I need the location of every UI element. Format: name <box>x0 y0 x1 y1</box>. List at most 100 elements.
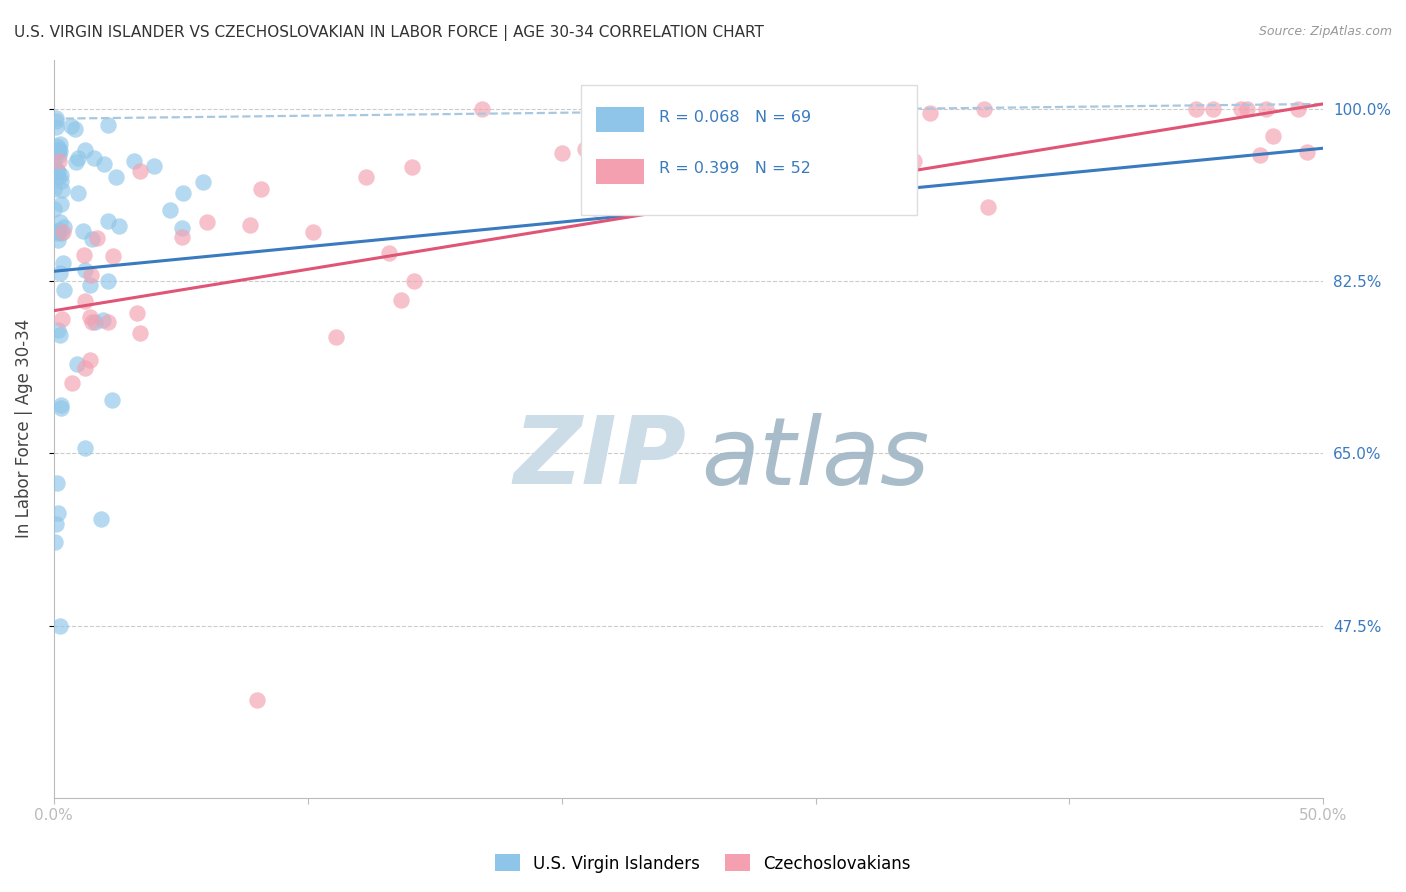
Point <box>45 114 67 128</box>
Point <box>79 310 101 324</box>
Point <box>75 263 97 277</box>
Point <box>1296 145 1319 159</box>
Point <box>734 196 756 211</box>
Point <box>80 232 103 246</box>
FancyBboxPatch shape <box>581 86 917 215</box>
Point <box>354 169 377 184</box>
Point <box>1256 102 1278 116</box>
Point <box>756 129 779 144</box>
Point <box>49 215 72 229</box>
Point <box>46 233 69 247</box>
Point <box>44 120 66 134</box>
Point <box>97 274 120 288</box>
Point <box>172 186 194 200</box>
Point <box>1249 148 1271 162</box>
Point <box>48 323 70 337</box>
Point <box>53 219 76 234</box>
Point <box>52 283 75 297</box>
Point <box>977 200 1000 214</box>
Point <box>807 102 830 116</box>
Point <box>1185 102 1208 116</box>
Point <box>127 305 149 319</box>
Point <box>471 102 494 116</box>
Point <box>79 353 101 368</box>
Point <box>60 120 83 134</box>
Point <box>1261 128 1284 143</box>
Point <box>65 122 87 136</box>
Point <box>105 169 128 184</box>
Point <box>574 142 596 156</box>
Point <box>46 170 69 185</box>
Point <box>49 168 72 182</box>
Point <box>46 165 69 179</box>
Point <box>598 169 620 183</box>
Point <box>101 392 124 407</box>
Point <box>550 145 572 160</box>
Point <box>49 226 72 240</box>
Point <box>67 186 90 201</box>
Point <box>48 148 70 162</box>
Point <box>301 225 323 239</box>
Point <box>72 224 94 238</box>
Point <box>48 226 70 240</box>
Point <box>60 376 83 390</box>
Point <box>49 137 72 152</box>
Point <box>45 516 67 531</box>
Point <box>389 293 412 308</box>
Point <box>75 360 97 375</box>
Point <box>402 274 425 288</box>
Point <box>51 183 73 197</box>
Point <box>1286 102 1309 116</box>
Point <box>46 145 69 159</box>
Text: Source: ZipAtlas.com: Source: ZipAtlas.com <box>1258 25 1392 38</box>
Point <box>973 102 995 116</box>
Point <box>46 506 69 520</box>
Point <box>128 163 150 178</box>
Point <box>46 475 69 490</box>
Text: atlas: atlas <box>702 413 929 504</box>
Point <box>52 225 75 239</box>
Point <box>44 225 66 239</box>
Text: R = 0.068   N = 69: R = 0.068 N = 69 <box>659 110 811 125</box>
Point <box>49 401 72 415</box>
Point <box>84 315 107 329</box>
Point <box>46 145 69 160</box>
Point <box>45 144 67 158</box>
Point <box>51 311 73 326</box>
Point <box>48 142 70 156</box>
FancyBboxPatch shape <box>596 107 644 132</box>
Point <box>45 111 67 125</box>
Point <box>73 248 96 262</box>
Text: R = 0.399   N = 52: R = 0.399 N = 52 <box>659 161 811 177</box>
Point <box>903 153 925 168</box>
Point <box>142 159 165 173</box>
Point <box>870 117 893 131</box>
Point <box>46 139 69 153</box>
Point <box>80 315 103 329</box>
Point <box>325 329 347 343</box>
Point <box>49 144 72 158</box>
Point <box>1202 102 1225 116</box>
Y-axis label: In Labor Force | Age 30-34: In Labor Force | Age 30-34 <box>15 319 32 539</box>
Point <box>93 157 115 171</box>
Point <box>401 161 423 175</box>
Point <box>246 692 269 706</box>
Point <box>48 223 70 237</box>
Text: U.S. VIRGIN ISLANDER VS CZECHOSLOVAKIAN IN LABOR FORCE | AGE 30-34 CORRELATION C: U.S. VIRGIN ISLANDER VS CZECHOSLOVAKIAN … <box>14 25 763 41</box>
Point <box>191 175 214 189</box>
Point <box>108 219 131 234</box>
Point <box>1236 102 1258 116</box>
Point <box>48 153 70 168</box>
Point <box>583 202 606 216</box>
Text: ZIP: ZIP <box>513 412 686 504</box>
Point <box>90 512 112 526</box>
Point <box>49 267 72 281</box>
Point <box>91 313 114 327</box>
Point <box>97 315 120 329</box>
Point <box>75 144 97 158</box>
Point <box>66 357 89 371</box>
Point <box>66 151 89 165</box>
Point <box>65 155 87 169</box>
Point <box>86 231 108 245</box>
Point <box>159 202 181 217</box>
